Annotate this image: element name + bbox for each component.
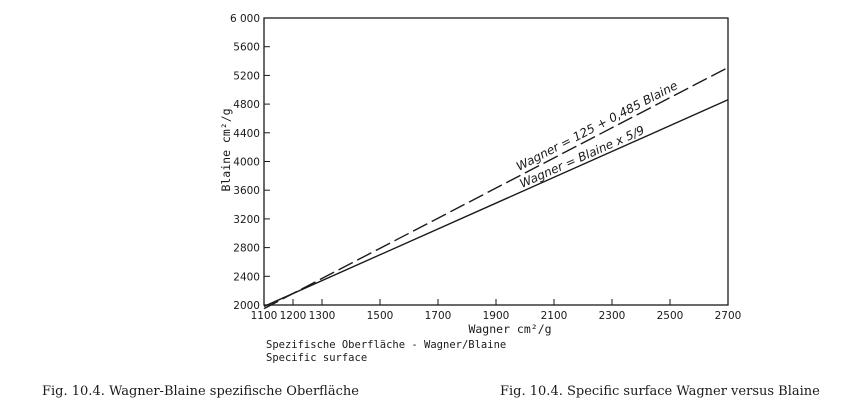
x-axis-ticks: 1100 1200 1300 1500 1700 1900 2100 2300 2500 2700	[251, 299, 742, 322]
plot-border	[263, 17, 729, 306]
series-label-dashed: Wagner = 125 + 0,485 Blaine	[514, 78, 680, 173]
y-tick-label: 6 000	[230, 13, 260, 25]
x-tick-label: 1100	[251, 310, 278, 322]
subtitle-german: Spezifische Oberfläche - Wagner/Blaine	[266, 339, 507, 351]
subtitle-english: Specific surface	[266, 352, 368, 364]
y-tick-label: 5600	[233, 42, 260, 54]
x-tick-label: 1300	[309, 310, 336, 322]
x-tick-label: 2300	[599, 310, 626, 322]
caption-english: Fig. 10.4. Specific surface Wagner versu…	[500, 384, 820, 399]
x-tick-label: 1900	[483, 310, 510, 322]
series-line-dashed	[263, 66, 729, 310]
y-axis-title: Blaine cm²/g	[219, 108, 233, 191]
y-tick-label: 5200	[233, 70, 260, 82]
y-tick-label: 4000	[233, 157, 260, 169]
y-tick-label: 3600	[233, 185, 260, 197]
series-line-solid	[263, 99, 729, 308]
y-tick-label: 4400	[233, 128, 260, 140]
y-tick-label: 2400	[233, 271, 260, 283]
x-tick-label: 1500	[367, 310, 394, 322]
caption-german: Fig. 10.4. Wagner-Blaine spezifische Obe…	[42, 384, 359, 399]
y-tick-label: 4800	[233, 99, 260, 111]
x-tick-label: 1700	[425, 310, 452, 322]
x-tick-label: 1200	[280, 310, 307, 322]
y-axis-ticks: 2000 2400 2800 3200 3600 4000 4400 4800 5200 5600…	[230, 13, 270, 312]
series-lines	[263, 66, 729, 310]
x-axis-title: Wagner cm²/g	[468, 322, 551, 336]
plot-frame	[263, 17, 729, 306]
y-tick-label: 2000	[233, 300, 260, 312]
x-tick-label: 2700	[715, 310, 742, 322]
y-tick-label: 3200	[233, 214, 260, 226]
x-tick-label: 2100	[541, 310, 568, 322]
y-tick-label: 2800	[233, 243, 260, 255]
x-tick-label: 2500	[657, 310, 684, 322]
